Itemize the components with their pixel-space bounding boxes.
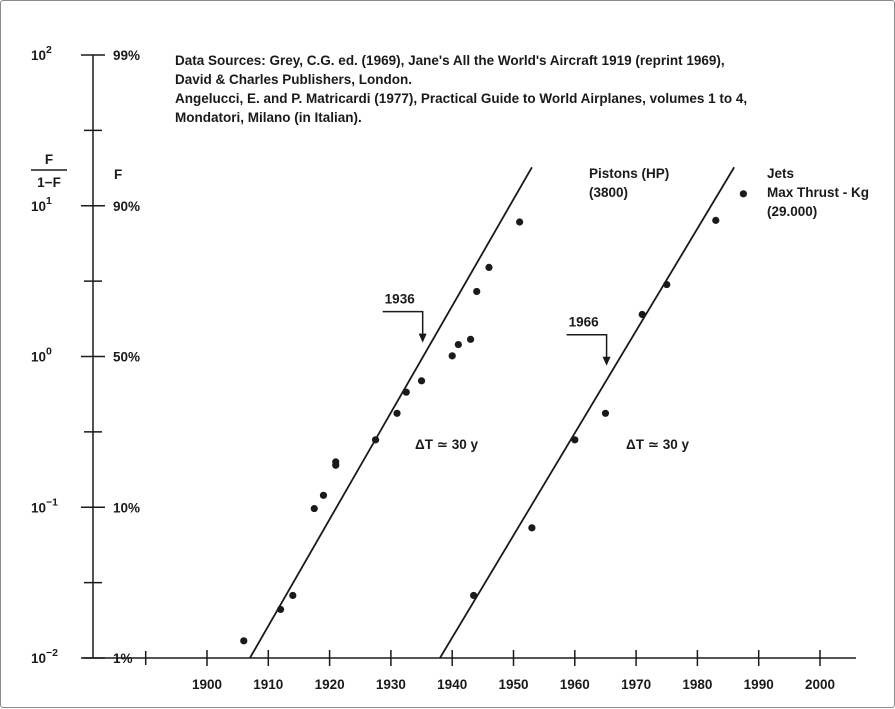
- data-point-pistons: [485, 264, 492, 271]
- y-tick-label-percent: 50%: [113, 350, 140, 365]
- y-tick-label-percent: 99%: [113, 48, 140, 63]
- data-point-jets: [528, 524, 535, 531]
- pistons-subtitle: (3800): [589, 185, 628, 200]
- x-tick-label: 1930: [376, 677, 406, 692]
- marker-label-1966: 1966: [569, 315, 600, 330]
- data-point-pistons: [289, 592, 296, 599]
- marker-label-1936: 1936: [385, 292, 416, 307]
- marker-arrowhead-1966: [603, 357, 611, 366]
- y-tick-label-percent: 10%: [113, 500, 140, 515]
- source-line-1: Data Sources: Grey, C.G. ed. (1969), Jan…: [175, 53, 725, 68]
- source-line-4: Mondatori, Milano (in Italian).: [175, 110, 362, 125]
- x-tick-label: 1950: [498, 677, 528, 692]
- y-label-fraction: F: [114, 167, 122, 182]
- y-tick-label-ratio: 100: [31, 346, 52, 365]
- jets-label: Jets: [767, 166, 794, 181]
- y-tick-label-percent: 1%: [113, 651, 133, 666]
- x-tick-label: 2000: [805, 677, 835, 692]
- year-markers: 1936 1966: [383, 292, 611, 366]
- trend-line-jets: [440, 167, 734, 658]
- y-tick-labels: 102 99% 101 90% 100 50% 10−1 10% 10−2 1%: [31, 44, 140, 666]
- series-label-pistons: Pistons (HP) (3800): [589, 166, 669, 200]
- data-point-pistons: [516, 218, 523, 225]
- data-point-pistons: [393, 410, 400, 417]
- x-tick-label: 1920: [315, 677, 345, 692]
- source-line-2: David & Charles Publishers, London.: [175, 72, 412, 87]
- data-point-pistons: [240, 637, 247, 644]
- data-point-pistons: [467, 336, 474, 343]
- data-point-pistons: [418, 377, 425, 384]
- data-point-jets: [639, 311, 646, 318]
- series-label-jets: Jets Max Thrust - Kg (29.000): [767, 166, 869, 219]
- delta-t-annotation-pistons: ΔT ≃ 30 y: [415, 437, 479, 452]
- trend-line-pistons: [250, 167, 532, 658]
- data-point-pistons: [455, 341, 462, 348]
- x-tick-label: 1970: [621, 677, 651, 692]
- x-tick-label: 1910: [253, 677, 283, 692]
- y-tick-label-ratio: 101: [31, 195, 52, 214]
- data-point-jets: [470, 592, 477, 599]
- data-point-pistons: [277, 606, 284, 613]
- x-tick-label: 1960: [560, 677, 590, 692]
- y-tick-label-ratio: 10−1: [31, 496, 58, 515]
- y-tick-label-ratio: 102: [31, 44, 52, 63]
- data-point-pistons: [311, 505, 318, 512]
- jets-subtitle-1: Max Thrust - Kg: [767, 185, 869, 200]
- pistons-label: Pistons (HP): [589, 166, 669, 181]
- delta-t-annotation-jets: ΔT ≃ 30 y: [626, 437, 690, 452]
- data-point-jets: [740, 190, 747, 197]
- data-point-pistons: [372, 436, 379, 443]
- data-sources-note: Data Sources: Grey, C.G. ed. (1969), Jan…: [175, 53, 747, 125]
- x-tick-label: 1940: [437, 677, 467, 692]
- data-point-jets: [571, 436, 578, 443]
- x-tick-label: 1980: [682, 677, 712, 692]
- x-tick-labels: 1900 1910 1920 1930 1940 1950 1960 1970 1980 1990…: [192, 677, 835, 692]
- source-line-3: Angelucci, E. and P. Matricardi (1977), …: [175, 91, 747, 106]
- y-axis-label-ratio: F 1−F: [31, 152, 67, 190]
- y-tick-label-percent: 90%: [113, 199, 140, 214]
- y-label-denominator: 1−F: [37, 175, 61, 190]
- data-point-pistons: [403, 389, 410, 396]
- data-point-pistons: [332, 458, 339, 465]
- data-points: [240, 190, 747, 644]
- y-tick-label-ratio: 10−2: [31, 647, 58, 666]
- x-tick-label: 1990: [744, 677, 774, 692]
- jets-subtitle-2: (29.000): [767, 204, 817, 219]
- marker-arrowhead-1936: [419, 334, 427, 343]
- marker-arrow-1936: [383, 312, 423, 336]
- trend-lines: [250, 167, 734, 658]
- data-point-jets: [712, 217, 719, 224]
- data-point-jets: [602, 410, 609, 417]
- data-point-pistons: [473, 288, 480, 295]
- data-point-pistons: [449, 352, 456, 359]
- axes: [81, 55, 856, 666]
- y-label-numerator: F: [45, 152, 53, 167]
- data-point-pistons: [320, 492, 327, 499]
- data-point-jets: [663, 281, 670, 288]
- marker-arrow-1966: [567, 335, 607, 359]
- x-tick-label: 1900: [192, 677, 222, 692]
